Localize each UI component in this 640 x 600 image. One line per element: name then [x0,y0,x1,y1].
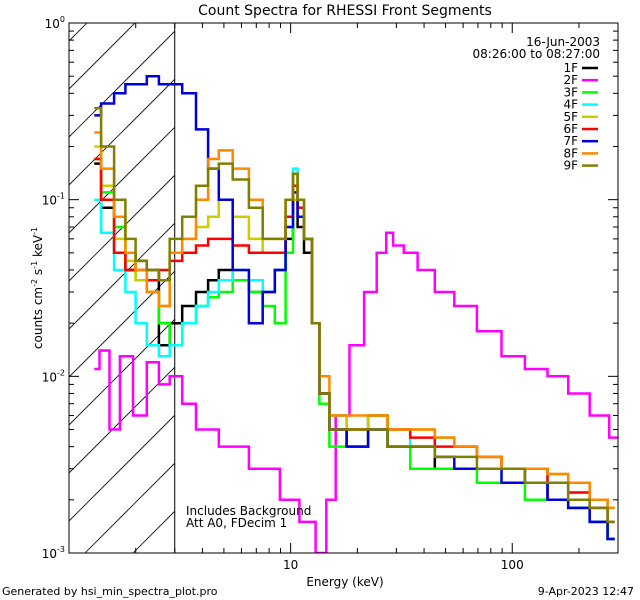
x-tick-label: 10 [283,558,298,572]
y-tick-label: 10-3 [42,545,65,561]
series-line-9F [94,106,615,524]
legend-label-1F: 1F [563,61,578,75]
legend-label-8F: 8F [563,146,578,160]
y-label-exp: -1 [30,261,39,269]
timestamp-label: 9-Apr-2023 12:47 [537,585,634,598]
axis-ticks [68,22,619,554]
series-layer [94,74,618,553]
series-line-5F [94,145,615,510]
legend-label-7F: 7F [563,134,578,148]
y-label-part: counts cm [31,287,45,349]
legend-label-2F: 2F [563,73,578,87]
y-tick-label: 100 [45,15,65,31]
hatch-line [69,174,175,282]
generated-by-label: Generated by hsi_min_spectra_plot.pro [2,585,218,598]
hatch-line [84,462,175,553]
x-tick-label: 100 [501,558,524,572]
y-tick-label: 10-1 [42,192,65,208]
y-axis-label: counts cm-2 s-1 keV-1 [30,227,45,349]
excluded-region-hatch [69,23,175,553]
hatch-line [69,414,175,522]
date-label: 16-Jun-2003 [526,35,600,49]
series-line-2F [94,231,618,553]
legend-label-9F: 9F [563,159,578,173]
hatch-line [69,30,175,138]
hatch-line [69,318,175,426]
legend-label-5F: 5F [563,110,578,124]
hatch-line [69,270,175,378]
hatch-line [69,78,175,186]
chart-title: Count Spectra for RHESSI Front Segments [198,3,492,19]
y-tick-label: 10-2 [42,368,65,384]
hatch-line [69,366,175,474]
axis-tick-labels: 10 100 100 10-1 10-2 10-3 [42,15,524,572]
legend-label-3F: 3F [563,85,578,99]
y-label-exp: -2 [30,279,39,287]
x-axis-label: Energy (keV) [306,575,383,589]
note-attenuator: Att A0, FDecim 1 [186,516,287,530]
note-background: Includes Background [186,504,311,518]
y-label-part: keV [31,234,45,261]
y-label-part: s [31,269,45,279]
hatch-line [69,222,175,330]
plot-frame [68,22,619,554]
series-line-8F [94,131,615,510]
legend-label-4F: 4F [563,98,578,112]
time-range-label: 08:26:00 to 08:27:00 [473,47,600,61]
y-label-exp: -1 [30,227,39,235]
legend-label-6F: 6F [563,122,578,136]
